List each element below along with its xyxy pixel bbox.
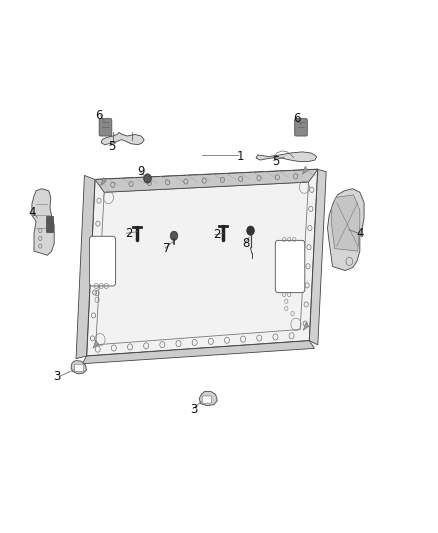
FancyBboxPatch shape: [99, 119, 112, 136]
Text: 2: 2: [213, 228, 221, 241]
Circle shape: [170, 231, 178, 240]
Text: 1: 1: [236, 150, 244, 163]
Polygon shape: [328, 189, 364, 271]
Circle shape: [144, 174, 151, 183]
Polygon shape: [332, 195, 360, 251]
Polygon shape: [93, 340, 99, 349]
Text: 3: 3: [190, 403, 198, 416]
FancyBboxPatch shape: [202, 396, 212, 403]
Circle shape: [247, 226, 254, 235]
FancyBboxPatch shape: [89, 236, 116, 286]
Text: 4: 4: [28, 206, 35, 219]
Text: 8: 8: [243, 237, 250, 250]
Polygon shape: [87, 169, 318, 356]
Polygon shape: [199, 391, 217, 406]
Polygon shape: [302, 166, 308, 174]
Polygon shape: [256, 152, 317, 161]
Polygon shape: [95, 169, 318, 192]
Bar: [46, 216, 53, 232]
Polygon shape: [309, 169, 326, 345]
Text: 6: 6: [95, 109, 103, 122]
Text: 5: 5: [272, 155, 279, 168]
Polygon shape: [32, 189, 54, 255]
Text: 2: 2: [125, 227, 132, 240]
FancyBboxPatch shape: [295, 119, 307, 136]
Polygon shape: [101, 132, 144, 145]
Text: 7: 7: [162, 242, 170, 255]
Polygon shape: [303, 322, 309, 330]
FancyBboxPatch shape: [276, 240, 305, 293]
Text: 4: 4: [356, 227, 364, 240]
Text: 9: 9: [138, 165, 145, 179]
Text: 5: 5: [108, 140, 116, 153]
FancyBboxPatch shape: [74, 364, 84, 372]
Text: 6: 6: [293, 111, 300, 125]
Polygon shape: [82, 341, 314, 364]
Polygon shape: [76, 175, 95, 359]
Polygon shape: [100, 177, 106, 185]
Text: 3: 3: [53, 370, 61, 383]
Polygon shape: [71, 361, 87, 374]
